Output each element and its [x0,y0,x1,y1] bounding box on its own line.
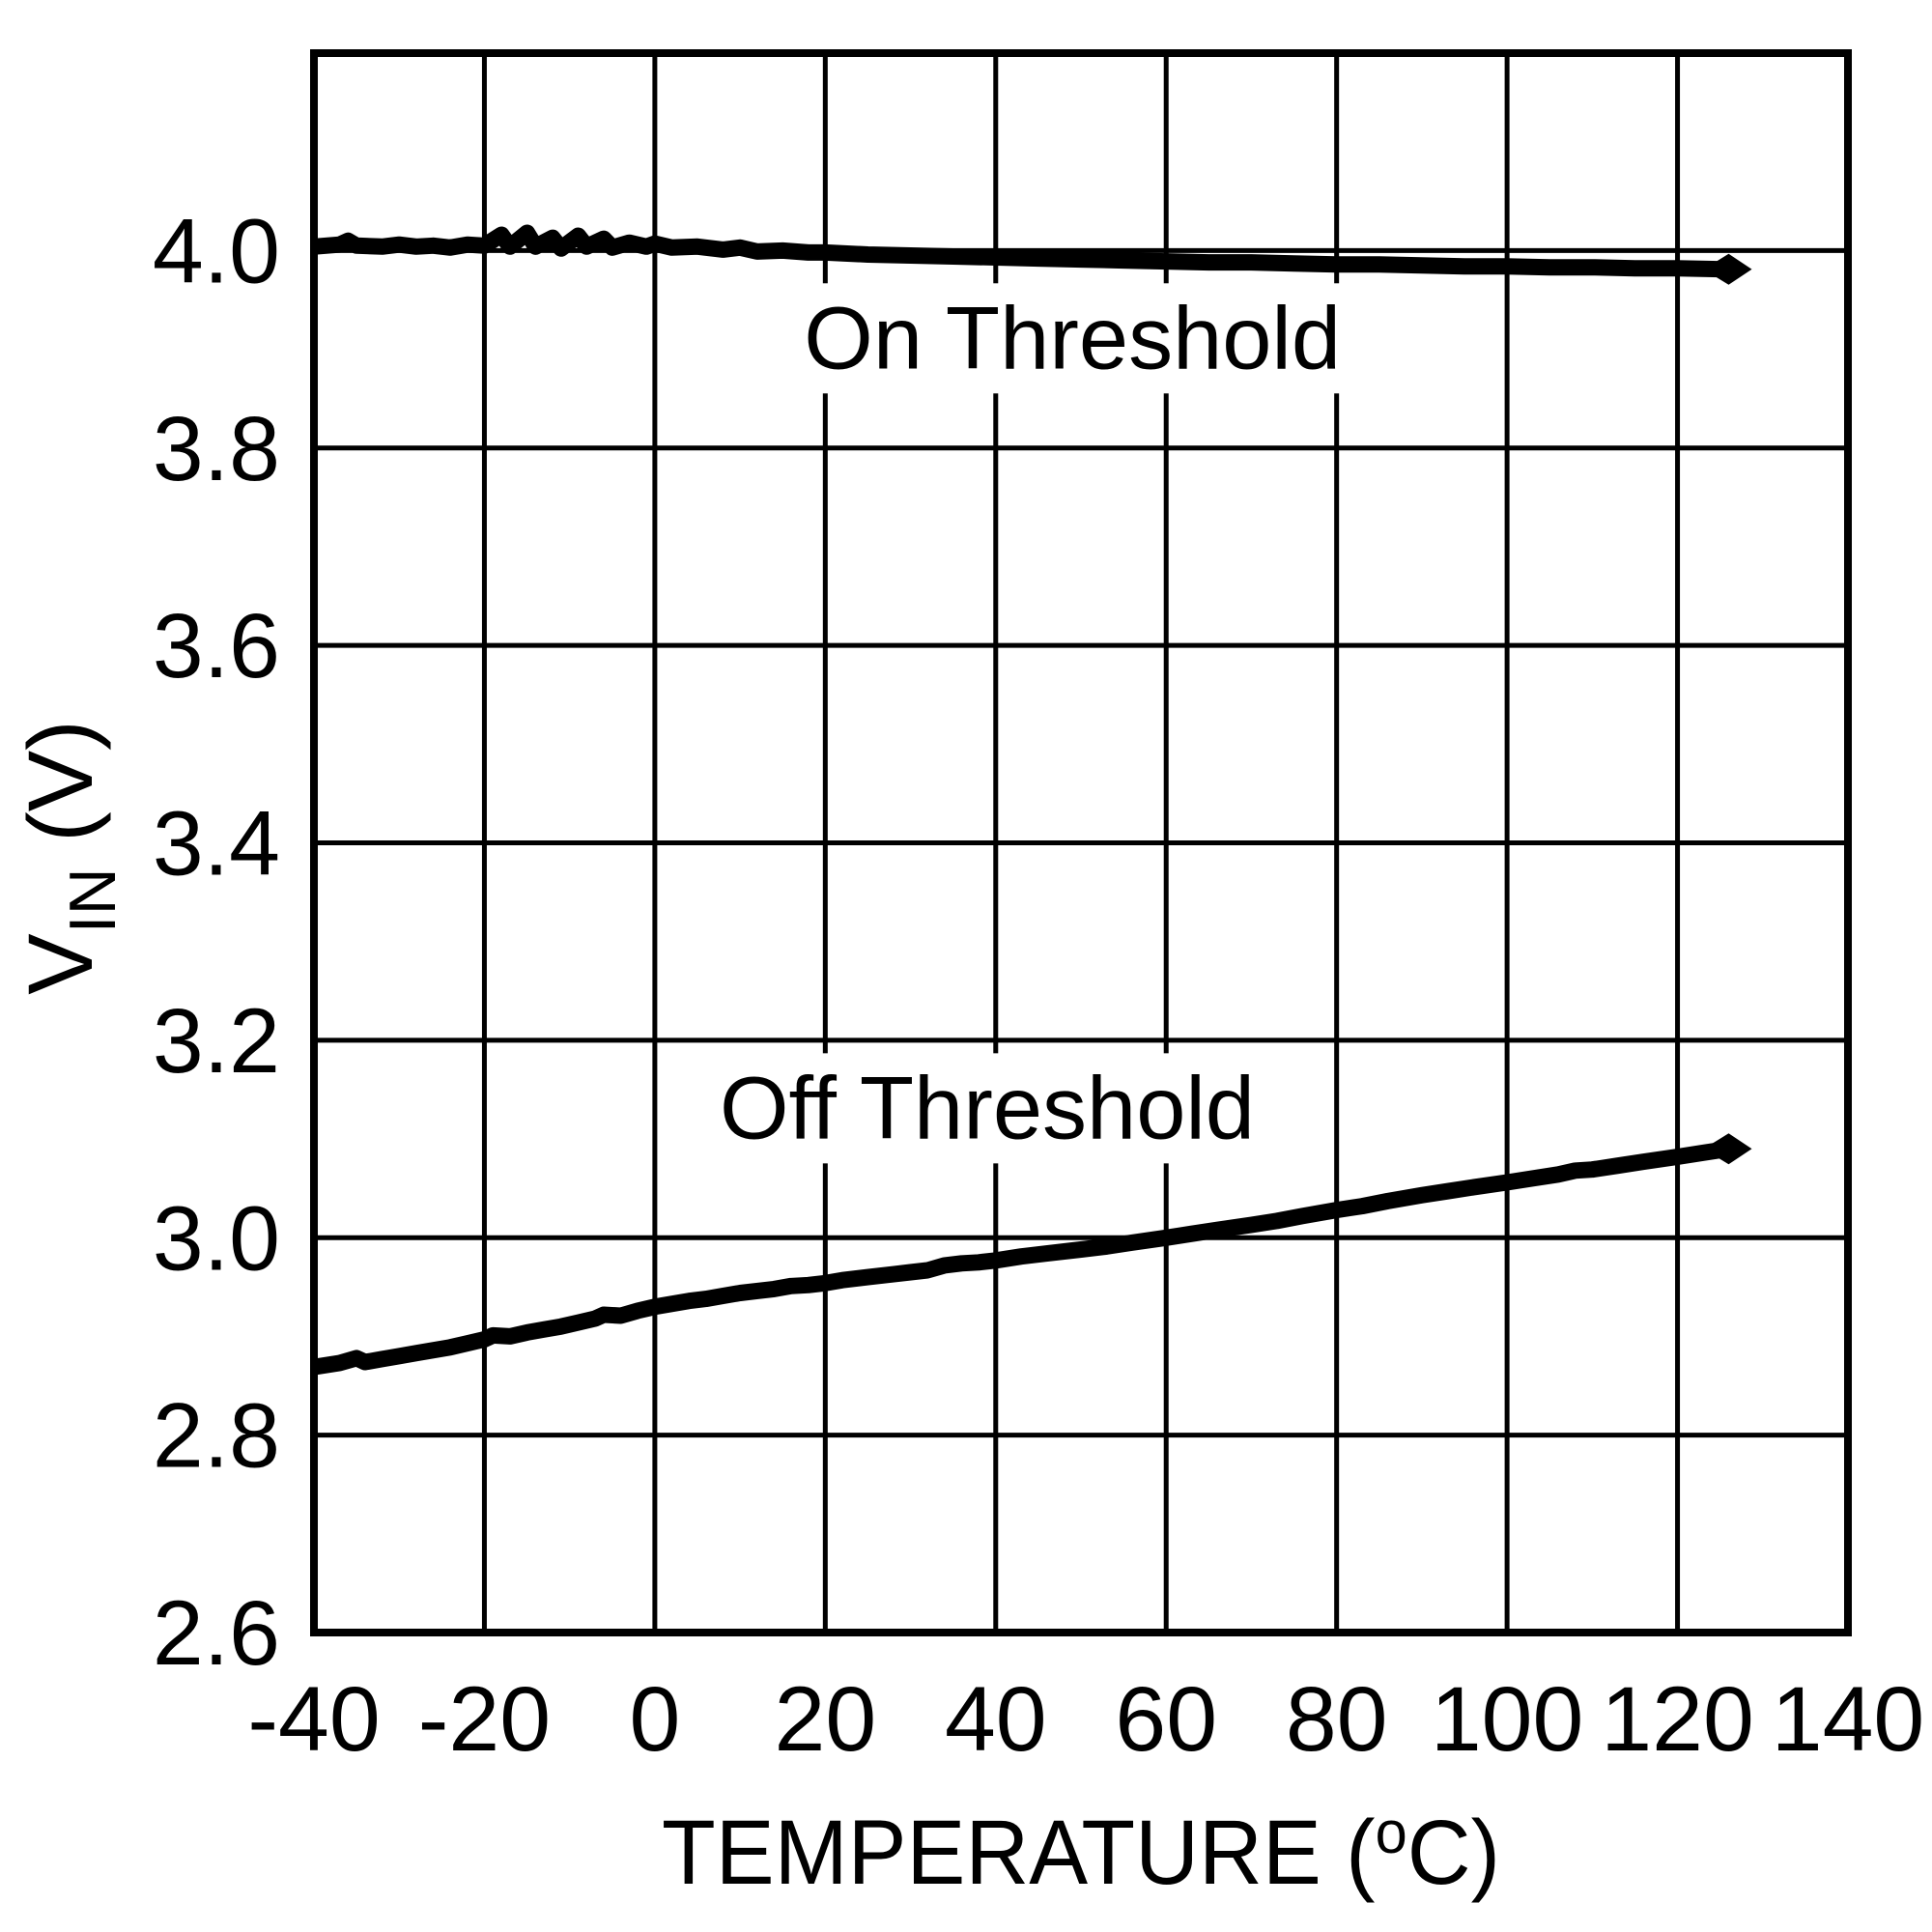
x-tick-label: 0 [629,1668,680,1771]
y-tick-label: 3.6 [153,595,280,697]
x-tick-label: 120 [1601,1668,1754,1771]
y-tick-label: 3.2 [153,990,280,1093]
y-tick-label: 3.0 [153,1187,280,1290]
plot-border [310,49,1852,1636]
y-tick-label: 2.8 [153,1385,280,1488]
y-tick-label: 3.8 [153,398,280,500]
y-tick-label: 4.0 [153,200,280,302]
series-label-on-threshold: On Threshold [804,289,1341,387]
x-tick-label: 100 [1431,1668,1584,1771]
y-tick-label: 3.4 [153,793,280,895]
x-tick-label: 140 [1772,1668,1925,1771]
y-tick-label: 2.6 [153,1582,280,1685]
x-axis-title: TEMPERATURE (oC) [662,1800,1500,1904]
series-curve-on-threshold [313,224,1729,278]
x-tick-label: 40 [945,1668,1047,1771]
x-tick-label: 60 [1115,1668,1217,1771]
x-tick-label: 20 [774,1668,876,1771]
x-tick-label: 80 [1286,1668,1388,1771]
y-axis-title: VIN (V) [10,720,129,994]
x-tick-label: -40 [247,1668,380,1771]
series-label-off-threshold: Off Threshold [720,1059,1255,1157]
series-curve-off-threshold [312,1140,1730,1376]
series-label-box-on-threshold [794,283,1351,394]
series-end-marker-on-threshold [1703,253,1752,285]
series-label-box-off-threshold [709,1053,1264,1164]
x-tick-label: -20 [418,1668,551,1771]
series-end-marker-off-threshold [1703,1133,1752,1165]
